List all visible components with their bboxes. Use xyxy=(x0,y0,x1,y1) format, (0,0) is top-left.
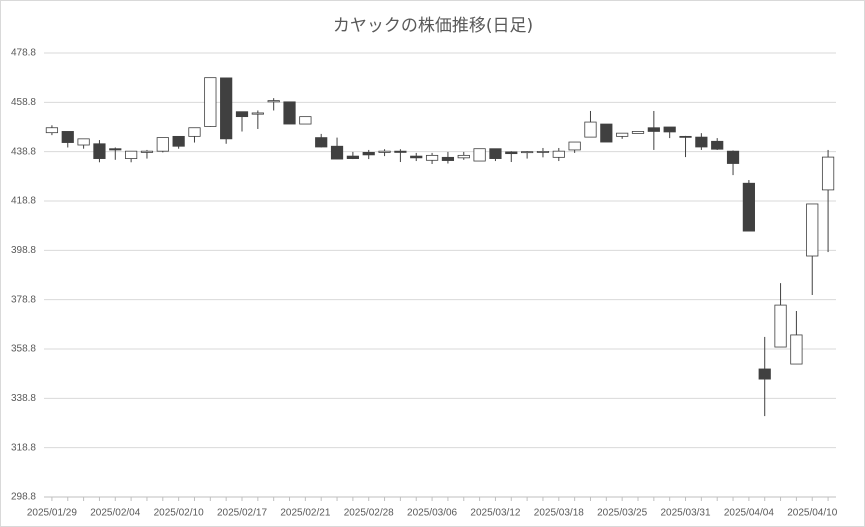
x-tick-label: 2025/03/31 xyxy=(660,508,710,519)
candle-body xyxy=(77,138,90,146)
candle-body xyxy=(362,152,375,156)
candle-body xyxy=(457,154,470,159)
candle-body xyxy=(45,127,59,134)
candle-body xyxy=(489,148,502,159)
y-tick-label: 418.8 xyxy=(11,196,36,207)
y-tick-label: 398.8 xyxy=(11,245,36,256)
y-tick-label: 358.8 xyxy=(11,344,36,355)
x-tick-label: 2025/02/10 xyxy=(154,508,204,519)
candle-body xyxy=(93,143,106,159)
candle-body xyxy=(521,151,534,154)
y-tick-label: 298.8 xyxy=(11,492,36,503)
candle-body xyxy=(790,334,803,365)
candle-body xyxy=(109,148,122,151)
y-tick-label: 338.8 xyxy=(11,393,36,404)
candle-body xyxy=(631,131,645,134)
candle-body xyxy=(172,135,185,147)
candle-body xyxy=(774,304,787,348)
x-tick-label: 2025/04/04 xyxy=(724,508,774,519)
candle-body xyxy=(346,155,359,159)
candle-body xyxy=(235,111,249,118)
candle-body xyxy=(663,126,676,133)
candle-body xyxy=(473,148,486,162)
candle-body xyxy=(220,77,233,140)
y-tick-label: 458.8 xyxy=(11,97,36,108)
x-tick-label: 2025/03/06 xyxy=(407,508,457,519)
x-tick-label: 2025/02/28 xyxy=(344,508,394,519)
candle-body xyxy=(378,150,391,153)
candle-body xyxy=(204,77,217,127)
candle-body xyxy=(441,156,455,161)
candle-body xyxy=(267,100,280,103)
candle-body xyxy=(552,150,565,158)
y-tick-label: 378.8 xyxy=(11,294,36,305)
candle-body xyxy=(711,140,724,150)
x-tick-label: 2025/01/29 xyxy=(27,508,77,519)
y-tick-label: 438.8 xyxy=(11,146,36,157)
candle-body xyxy=(600,123,613,143)
chart-title: カヤックの株価推移(日足) xyxy=(333,16,533,36)
candle-body xyxy=(505,151,518,155)
x-tick-label: 2025/03/18 xyxy=(534,508,584,519)
candle-body xyxy=(425,154,439,161)
candle-body xyxy=(584,121,597,138)
x-tick-label: 2025/02/04 xyxy=(90,508,140,519)
candle-body xyxy=(568,141,581,151)
candle-body xyxy=(251,112,264,115)
candle-body xyxy=(125,150,138,159)
x-tick-label: 2025/02/17 xyxy=(217,508,267,519)
y-tick-label: 478.8 xyxy=(11,48,36,59)
candle-body xyxy=(315,137,328,148)
candle-body xyxy=(695,136,708,148)
candle-body xyxy=(410,155,423,159)
y-tick-label: 318.8 xyxy=(11,442,36,453)
candle-body xyxy=(726,150,740,164)
candle-body xyxy=(299,116,312,125)
x-tick-label: 2025/04/10 xyxy=(787,508,837,519)
candle-body xyxy=(330,145,344,160)
candle-body xyxy=(140,150,154,153)
x-tick-label: 2025/02/21 xyxy=(280,508,330,519)
candle-body xyxy=(188,127,201,137)
candle-body xyxy=(806,203,819,257)
candle-body xyxy=(616,132,629,137)
candle-body xyxy=(821,156,835,191)
candle-body xyxy=(61,131,74,143)
candle-body xyxy=(536,151,550,153)
x-tick-label: 2025/03/25 xyxy=(597,508,647,519)
x-tick-label: 2025/03/12 xyxy=(470,508,520,519)
candle-body xyxy=(758,368,771,380)
candle-body xyxy=(679,135,692,138)
candle-body xyxy=(742,182,755,232)
candle-body xyxy=(156,137,169,152)
candle-body xyxy=(394,150,407,153)
candle-body xyxy=(283,101,296,125)
candle-body xyxy=(647,127,660,132)
